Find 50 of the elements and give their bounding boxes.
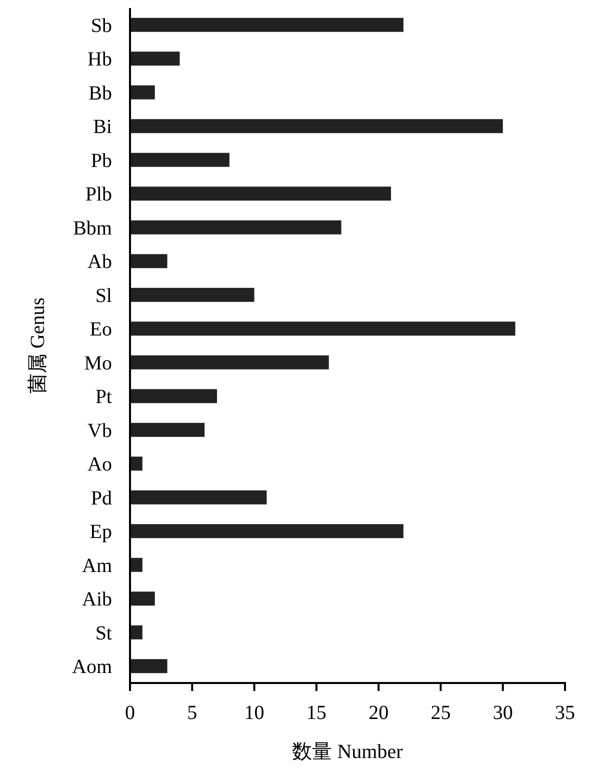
y-tick-label: Bb — [88, 82, 112, 104]
y-tick-label: Am — [82, 554, 112, 577]
x-tick-label: 10 — [244, 702, 264, 724]
y-tick-label: Ab — [88, 251, 112, 274]
bar — [130, 322, 516, 336]
bar — [130, 119, 503, 134]
x-tick-label: 30 — [492, 702, 513, 724]
bar — [130, 524, 404, 538]
bar — [130, 422, 205, 437]
y-tick-label: Sb — [90, 14, 112, 37]
y-tick-label: Mo — [84, 352, 112, 374]
y-tick-label: Aib — [82, 588, 112, 611]
bar — [130, 558, 142, 572]
y-tick-label: Pd — [90, 487, 112, 510]
bar — [130, 18, 404, 32]
bar — [130, 456, 142, 471]
y-tick-label: Plb — [85, 184, 112, 206]
x-tick-label: 5 — [187, 702, 198, 724]
y-tick-label: Bbm — [73, 217, 112, 240]
y-tick-label: Bi — [93, 116, 112, 138]
x-tick-label: 15 — [306, 702, 326, 724]
y-tick-label: Aom — [72, 656, 112, 678]
bar — [130, 220, 342, 234]
x-tick-label: 35 — [555, 702, 575, 724]
bar — [130, 152, 230, 167]
y-tick-label: Hb — [88, 48, 112, 71]
bar — [130, 659, 168, 674]
y-tick-label: Eo — [90, 318, 112, 341]
bar — [130, 625, 142, 640]
bar — [130, 389, 217, 404]
y-tick-label: Ao — [88, 454, 112, 476]
x-axis-title: 数量 Number — [292, 741, 404, 763]
x-tick-label: 20 — [368, 702, 389, 724]
y-tick-label: Pt — [95, 386, 112, 408]
x-tick-label: 25 — [430, 702, 451, 724]
bar — [130, 490, 267, 504]
bar — [130, 85, 155, 100]
bar — [130, 288, 254, 302]
x-tick-label: 0 — [125, 702, 135, 724]
bar — [130, 254, 168, 268]
bar — [130, 52, 180, 66]
y-tick-label: Pb — [90, 150, 112, 172]
y-tick-label: Ep — [90, 521, 112, 544]
y-tick-label: St — [95, 622, 112, 644]
y-axis-title: 菌属 Genus — [27, 297, 49, 394]
y-tick-label: Sl — [95, 284, 112, 307]
bar — [130, 355, 329, 370]
bar — [130, 186, 391, 201]
y-tick-label: Vb — [88, 420, 112, 442]
bar — [130, 592, 155, 606]
